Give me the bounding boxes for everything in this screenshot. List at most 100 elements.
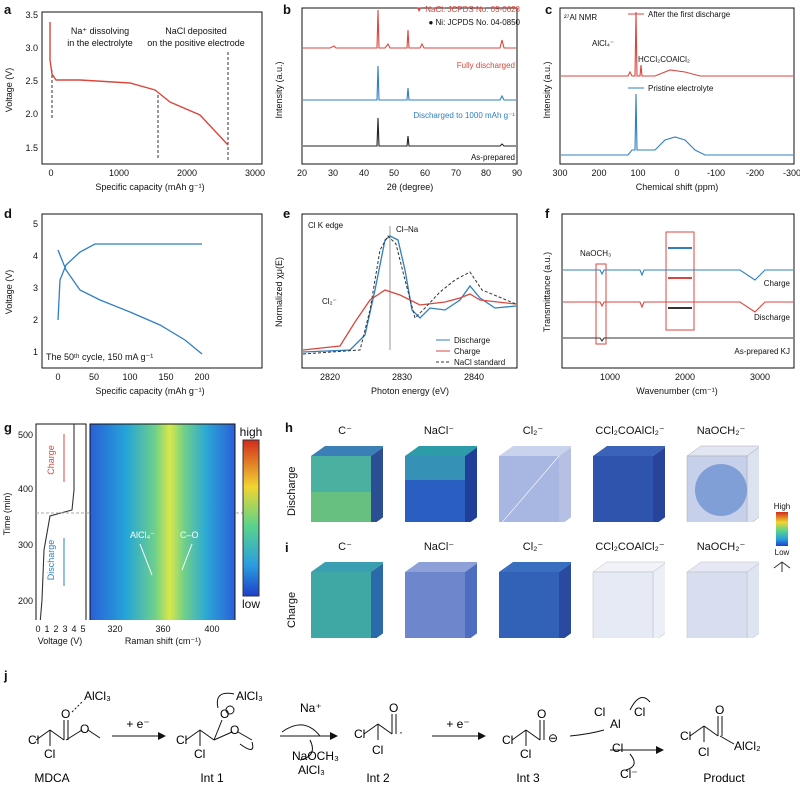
svg-text:320: 320 — [107, 624, 122, 634]
alcl3-structure: Al Cl Cl Cl — [569, 697, 651, 755]
svg-text:Charge: Charge — [46, 445, 56, 475]
svg-text:high: high — [240, 425, 263, 439]
svg-text:500: 500 — [18, 430, 33, 440]
panel-i-cube-2 — [499, 562, 571, 638]
svg-text:0: 0 — [48, 168, 53, 178]
svg-text:⊖: ⊖ — [548, 731, 558, 745]
svg-text:As-prepared KJ: As-prepared KJ — [734, 347, 790, 356]
svg-text:70: 70 — [451, 168, 461, 178]
panel-h-species-2: Cl₂⁻ — [522, 425, 544, 437]
panel-h-species-3: CCl₂COAlCl₂⁻ — [595, 425, 665, 437]
svg-text:AlCl₃: AlCl₃ — [84, 689, 111, 703]
svg-text:2: 2 — [33, 315, 38, 325]
svg-text:Transmittance (a.u.): Transmittance (a.u.) — [542, 252, 552, 332]
svg-text:2000: 2000 — [675, 372, 695, 382]
svg-text:300: 300 — [552, 168, 567, 178]
svg-text:2.0: 2.0 — [25, 109, 38, 119]
svg-text:Cl: Cl — [28, 733, 39, 747]
svg-text:+ e⁻: + e⁻ — [126, 717, 149, 731]
svg-text:Cl: Cl — [594, 705, 605, 719]
svg-text:Intensity (a.u.): Intensity (a.u.) — [542, 61, 552, 118]
mdca-structure: Cl Cl O O AlCl₃ — [28, 689, 111, 761]
svg-text:HCCl₂COAlCl₂: HCCl₂COAlCl₂ — [638, 55, 690, 64]
svg-text:2820: 2820 — [320, 372, 340, 382]
svg-text:Cl: Cl — [612, 741, 623, 755]
svg-text:2830: 2830 — [392, 372, 412, 382]
svg-text:Wavenumber (cm⁻¹): Wavenumber (cm⁻¹) — [636, 386, 717, 396]
panel-f-chart: Transmittance (a.u.) 1000 2000 3000 Wave… — [542, 213, 795, 396]
panel-i-species-3: CCl₂COAlCl₂⁻ — [595, 541, 665, 553]
svg-text:Na⁺: Na⁺ — [300, 701, 322, 715]
svg-text:O: O — [715, 703, 724, 717]
svg-text:After the first discharge: After the first discharge — [648, 10, 731, 19]
svg-text:Cl⁻: Cl⁻ — [620, 767, 638, 781]
panel-d-chart: 1 2 3 4 5 0 50 100 150 200 Specific capa… — [4, 213, 263, 396]
panel-a-ylabel: Voltage (V) — [4, 68, 14, 113]
svg-text:Cl: Cl — [680, 729, 691, 743]
panel-h-cube-3 — [593, 446, 665, 522]
svg-text:3: 3 — [33, 283, 38, 293]
svg-text:0: 0 — [674, 168, 679, 178]
svg-text:1000: 1000 — [600, 372, 620, 382]
svg-text:3000: 3000 — [245, 168, 265, 178]
svg-text:2840: 2840 — [464, 372, 484, 382]
svg-text:Discharge: Discharge — [46, 540, 56, 581]
panel-g-axes-bottom: 0 1 2 3 4 5 320 360 400 Voltage (V) Rama… — [35, 624, 219, 646]
svg-text:Low: Low — [775, 548, 790, 557]
svg-text:Fully discharged: Fully discharged — [457, 61, 515, 70]
panel-c-xticks: 300 200 100 0 -100 -200 -300 — [552, 168, 800, 178]
svg-text:360: 360 — [155, 624, 170, 634]
panel-h-cube-4 — [686, 445, 759, 522]
svg-text:90: 90 — [512, 168, 522, 178]
svg-text:200: 200 — [194, 372, 209, 382]
svg-text:Na⁺ dissolving: Na⁺ dissolving — [71, 26, 129, 36]
svg-text:Normalized χμ(E): Normalized χμ(E) — [274, 257, 284, 327]
svg-text:1000: 1000 — [109, 168, 129, 178]
svg-text:50: 50 — [389, 168, 399, 178]
svg-text:80: 80 — [481, 168, 491, 178]
panel-j-scheme: Cl Cl O O AlCl₃ MDCA + e⁻ Cl Cl O O AlCl… — [28, 689, 761, 785]
panel-a-xlabel: Specific capacity (mAh g⁻¹) — [95, 182, 204, 192]
svg-text:5: 5 — [80, 624, 85, 634]
panel-g-chart: Time (min) 200 300 400 500 Charge Discha… — [2, 423, 263, 620]
svg-text:0: 0 — [35, 624, 40, 634]
panel-label-d: d — [4, 206, 12, 221]
svg-text:Pristine electrolyte: Pristine electrolyte — [648, 84, 714, 93]
svg-text:Cl: Cl — [372, 743, 383, 757]
svg-text:Int 2: Int 2 — [366, 771, 390, 785]
svg-text:300: 300 — [18, 540, 33, 550]
panel-i-species-0: C⁻ — [338, 541, 352, 553]
panel-label-j: j — [4, 668, 8, 683]
svg-text:AlCl₂: AlCl₂ — [734, 739, 761, 753]
svg-text:3.0: 3.0 — [25, 43, 38, 53]
panel-i-species-1: NaCl⁻ — [423, 541, 455, 553]
svg-text:Cl: Cl — [698, 745, 709, 759]
svg-text:NaOCH₃: NaOCH₃ — [292, 749, 339, 763]
panel-h-cube-0 — [311, 446, 383, 522]
panel-i-cube-0 — [311, 562, 383, 638]
svg-text:O: O — [220, 707, 229, 721]
svg-text:O: O — [230, 723, 239, 737]
svg-text:200: 200 — [591, 168, 606, 178]
svg-text:in the electrolyte: in the electrolyte — [67, 38, 133, 48]
svg-text:5: 5 — [33, 219, 38, 229]
svg-text:400: 400 — [204, 624, 219, 634]
svg-text:Discharge: Discharge — [454, 336, 491, 345]
product-structure: Cl Cl O AlCl₂ — [680, 703, 761, 759]
svg-text:The 50ᵗʰ cycle, 150 mA g⁻¹: The 50ᵗʰ cycle, 150 mA g⁻¹ — [46, 352, 153, 362]
svg-text:1: 1 — [33, 347, 38, 357]
svg-text:AlCl₃: AlCl₃ — [236, 689, 263, 703]
panel-g-yticks: 200 300 400 500 — [18, 430, 33, 606]
svg-text:Charge: Charge — [454, 347, 481, 356]
svg-text:0: 0 — [55, 372, 60, 382]
svg-text:Specific capacity (mAh g⁻¹): Specific capacity (mAh g⁻¹) — [95, 386, 204, 396]
svg-text:3: 3 — [62, 624, 67, 634]
svg-text:-100: -100 — [707, 168, 725, 178]
svg-text:Chemical shift (ppm): Chemical shift (ppm) — [636, 182, 719, 192]
svg-text:²⁷Al NMR: ²⁷Al NMR — [564, 13, 597, 22]
svg-text:MDCA: MDCA — [34, 771, 69, 785]
svg-text:2000: 2000 — [177, 168, 197, 178]
panel-b-xticks: 20 30 40 50 60 70 80 90 — [297, 168, 522, 178]
svg-text:Intensity (a.u.): Intensity (a.u.) — [274, 61, 284, 118]
svg-text:Discharge: Discharge — [754, 313, 791, 322]
